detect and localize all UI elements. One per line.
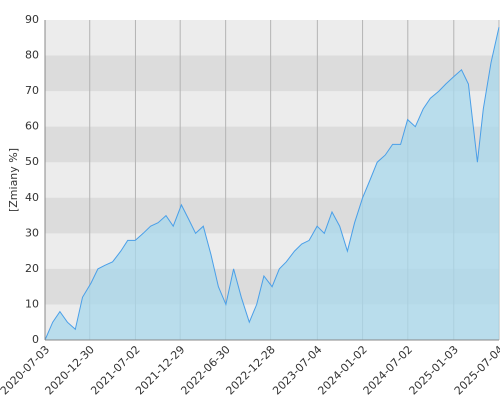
y-tick-label: 10 <box>25 297 39 310</box>
y-tick-label: 60 <box>25 120 39 133</box>
y-tick-label: 90 <box>25 13 39 26</box>
y-tick-label: 20 <box>25 262 39 275</box>
y-tick-label: 70 <box>25 84 39 97</box>
area <box>45 27 499 340</box>
y-tick-label: 30 <box>25 226 39 239</box>
grid-band <box>45 55 499 92</box>
y-tick-label: 50 <box>25 155 39 168</box>
y-tick-label: 0 <box>32 333 39 346</box>
line <box>44 26 500 341</box>
y-tick-label: 80 <box>25 49 39 62</box>
y-axis-label: [Zmiany %] <box>7 148 20 212</box>
y-tick-label: 40 <box>25 191 39 204</box>
